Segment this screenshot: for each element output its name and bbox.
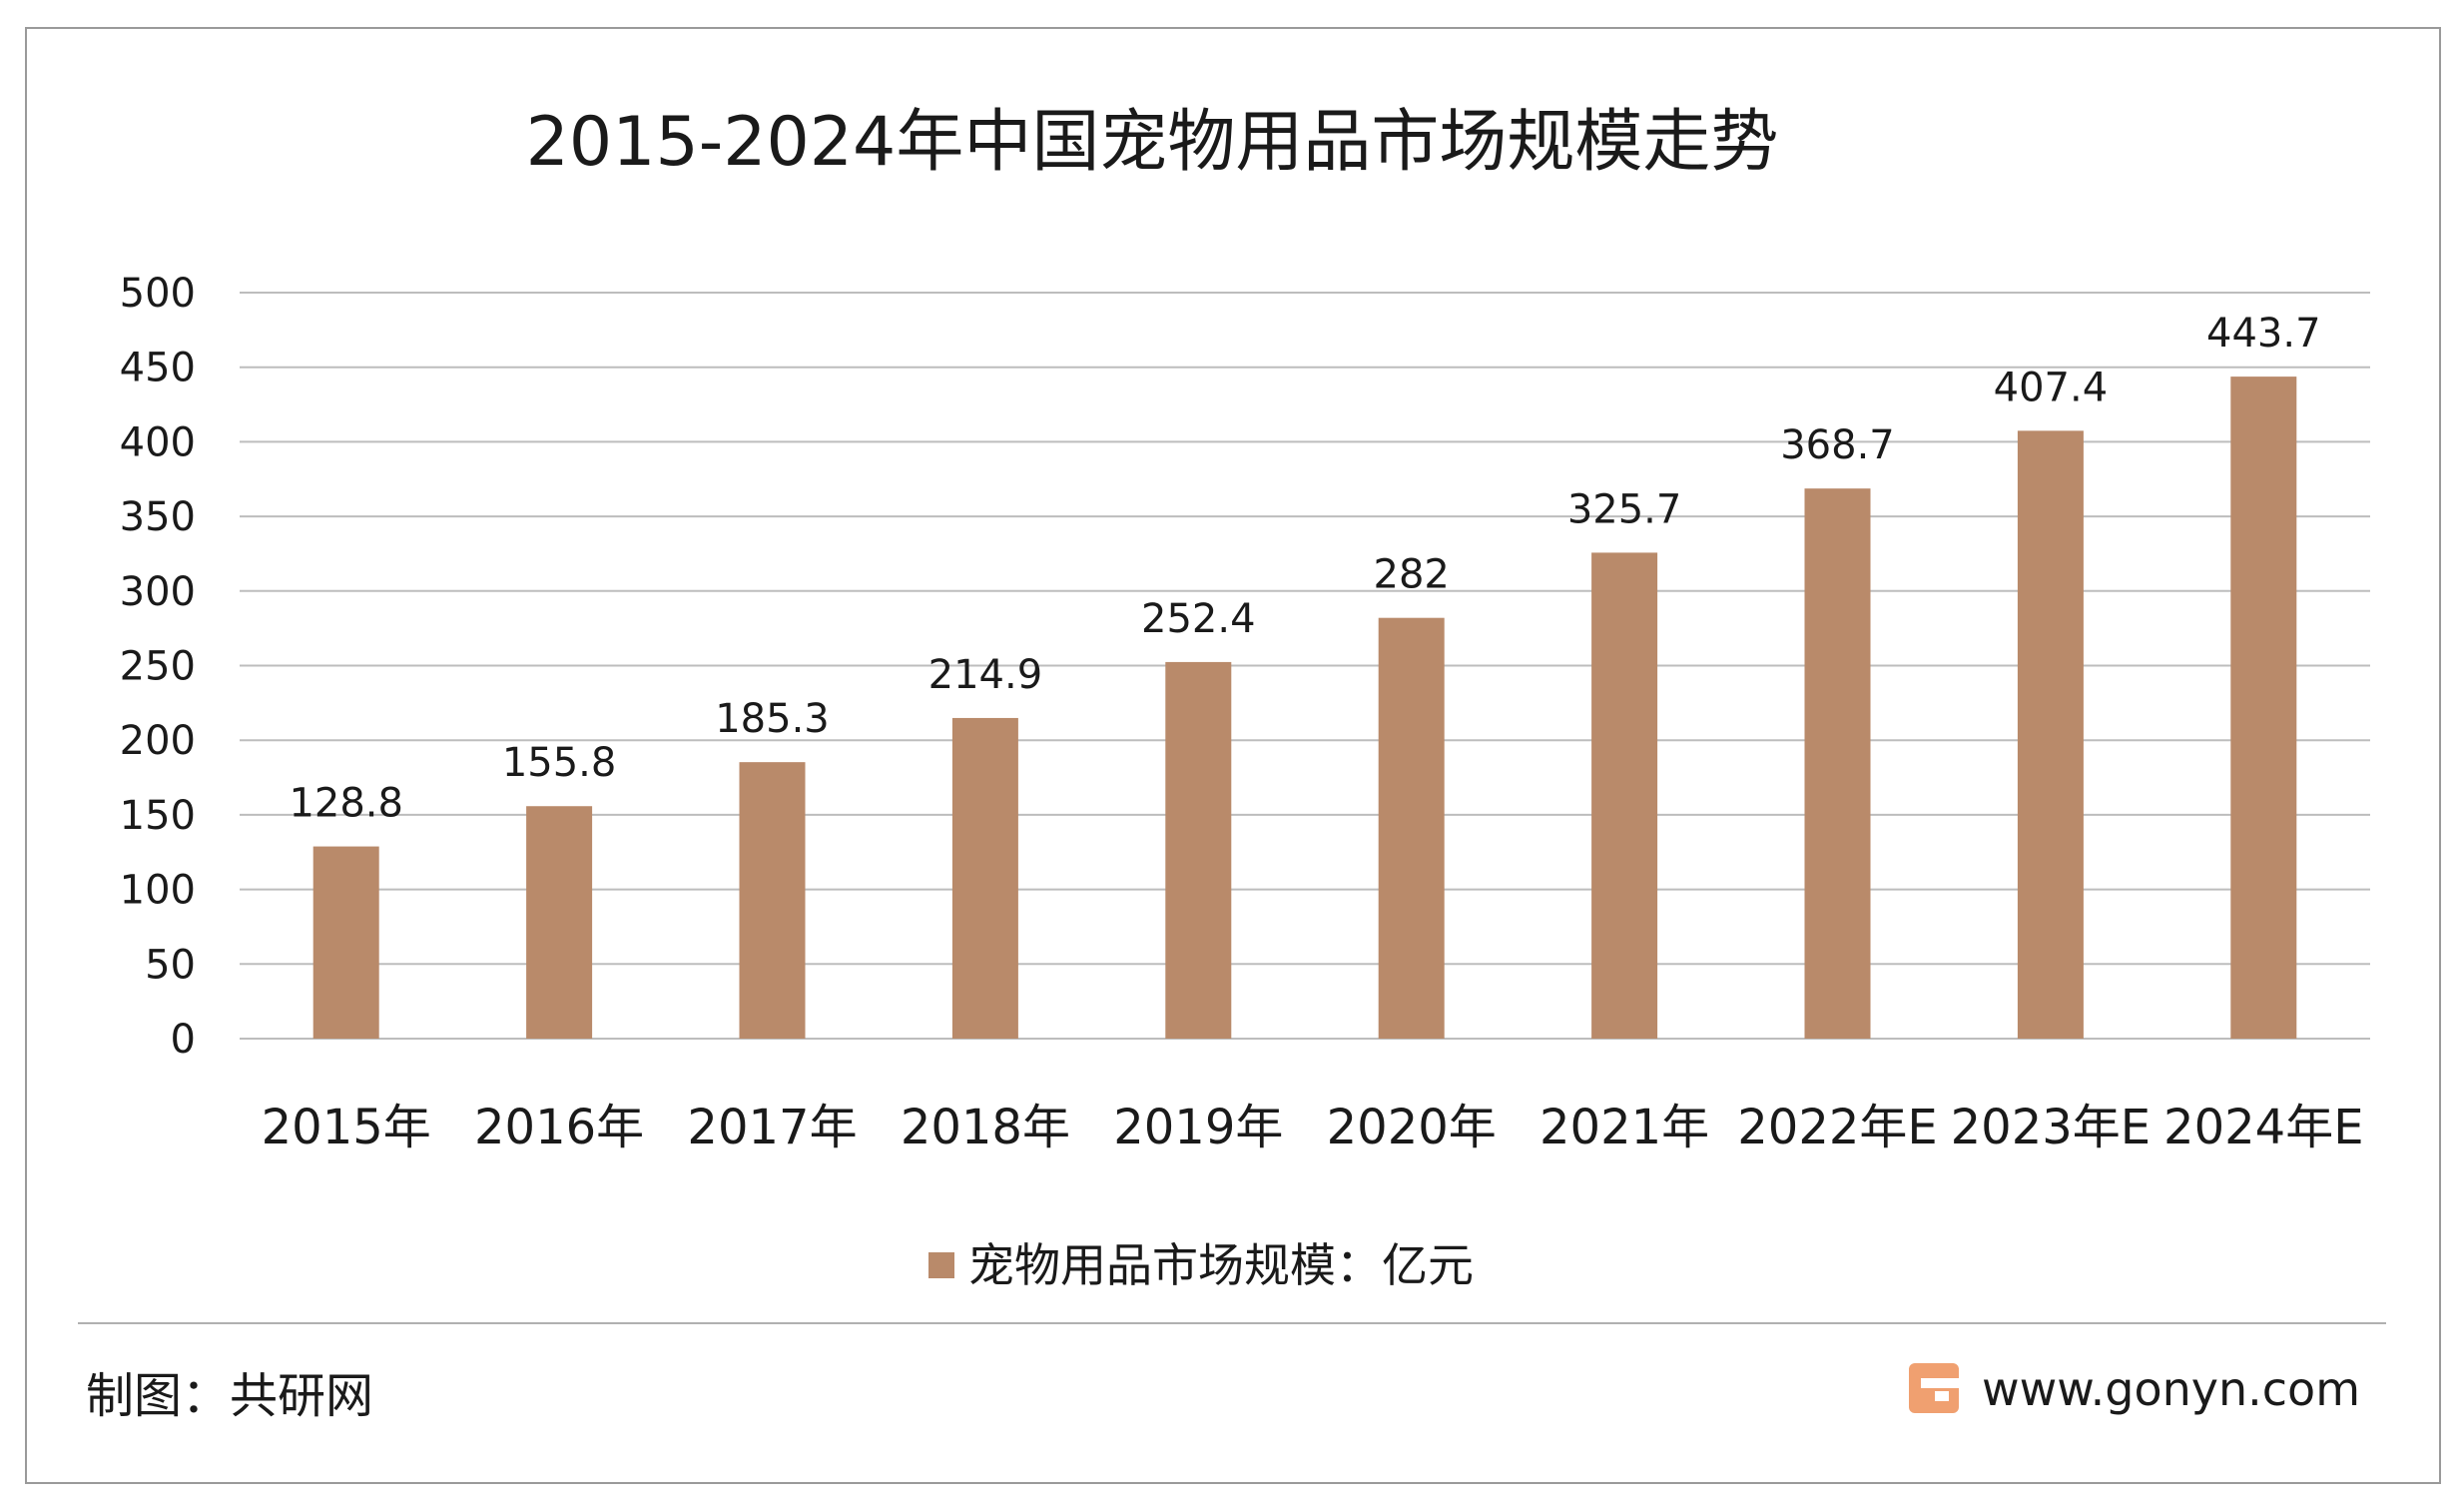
y-axis-ticks: 0 50 100 150 200 250 300 350 400 450 500 [120,271,196,1063]
y-tick-label: 100 [120,868,196,914]
x-tick-label: 2018年 [901,1100,1070,1155]
y-tick-label: 150 [120,793,196,839]
bar [951,717,1018,1039]
y-tick-label: 300 [120,569,196,615]
y-tick-label: 350 [120,494,196,540]
gridlines [240,292,2370,1040]
legend: 宠物用品市场规模：亿元 [928,1238,1474,1292]
x-tick-label: 2024年E [2163,1100,2364,1155]
data-label: 155.8 [502,740,617,786]
y-tick-label: 250 [120,644,196,690]
data-label: 443.7 [2206,311,2321,357]
x-tick-label: 2023年E [1951,1100,2152,1155]
x-tick-label: 2020年 [1327,1100,1497,1155]
y-tick-label: 0 [171,1017,196,1063]
x-tick-label: 2016年 [474,1100,644,1155]
bar [1165,661,1232,1039]
x-tick-label: 2022年E [1737,1100,1938,1155]
legend-label: 宠物用品市场规模：亿元 [968,1238,1474,1292]
x-axis-ticks: 2015年 2016年 2017年 2018年 2019年 2020年 2021年 2022年… [262,1100,2364,1155]
legend-swatch [928,1252,954,1278]
footer-credit: 制图：共研网 [86,1368,373,1424]
data-labels: 128.8 155.8 185.3 214.9 252.4 282 325.7 368.7 40… [289,311,2320,826]
data-label: 252.4 [1141,596,1256,642]
data-label: 368.7 [1780,422,1895,468]
bar [2017,430,2084,1040]
bar [526,806,593,1039]
y-tick-label: 500 [120,271,196,317]
bar [2230,377,2297,1040]
data-label: 128.8 [289,781,403,827]
bar [1804,488,1871,1039]
data-label: 214.9 [928,652,1043,698]
bar [312,846,379,1039]
y-tick-label: 450 [120,346,196,391]
footer-website: www.gonyn.com [1982,1362,2360,1416]
data-label: 325.7 [1567,486,1682,532]
bars [312,377,2297,1040]
x-tick-label: 2015年 [262,1100,431,1155]
bar [1378,617,1445,1039]
y-tick-label: 200 [120,718,196,764]
data-label: 282 [1374,552,1450,598]
bar [739,762,806,1039]
data-label: 407.4 [1994,365,2109,410]
data-label: 185.3 [715,696,830,742]
bar [1591,552,1658,1039]
y-tick-label: 50 [145,942,196,988]
x-tick-label: 2021年 [1540,1100,1709,1155]
x-tick-label: 2019年 [1113,1100,1283,1155]
gonyn-logo-icon [1909,1363,1959,1413]
y-tick-label: 400 [120,419,196,465]
x-tick-label: 2017年 [687,1100,857,1155]
chart-title: 2015-2024年中国宠物用品市场规模走势 [526,103,1779,182]
